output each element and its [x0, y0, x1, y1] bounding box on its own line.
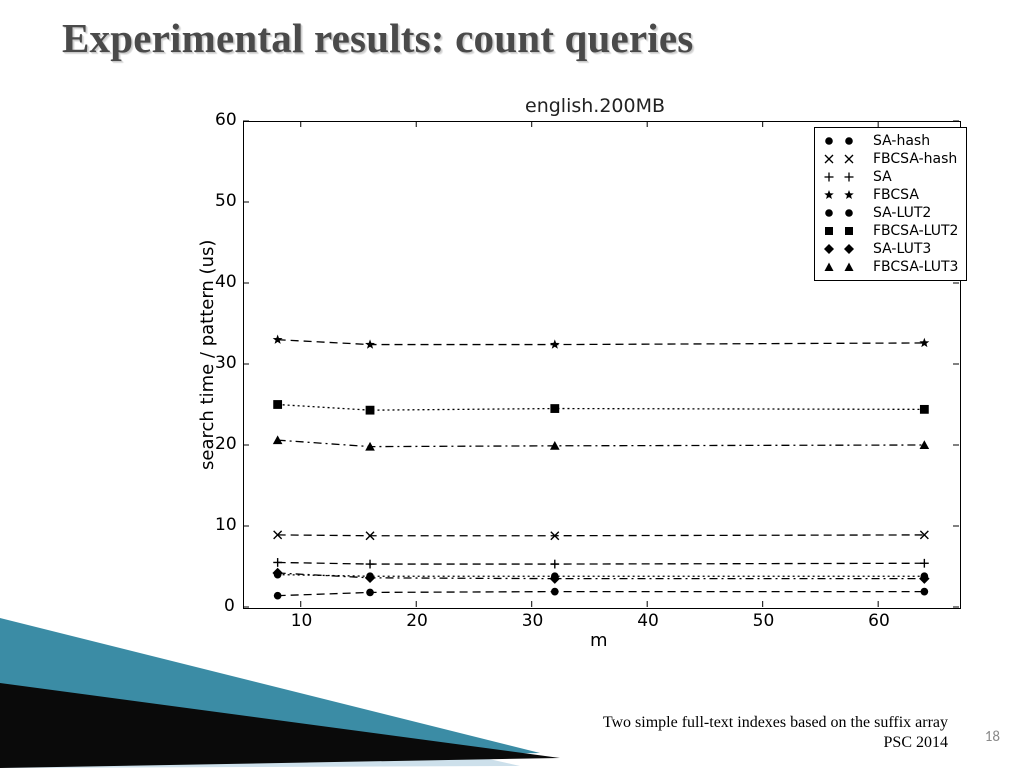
x-axis-label: m — [590, 630, 608, 651]
legend-swatch — [821, 206, 867, 220]
slide-title: Experimental results: count queries — [62, 14, 693, 62]
x-tick-label: 60 — [868, 611, 890, 631]
legend-label: SA-LUT2 — [873, 205, 931, 221]
legend-item: SA — [821, 168, 958, 186]
chart-title: english.200MB — [525, 95, 665, 117]
legend-label: FBCSA — [873, 187, 919, 203]
x-tick-label: 30 — [522, 611, 544, 631]
x-tick-label: 40 — [637, 611, 659, 631]
legend-swatch — [821, 260, 867, 274]
page-number: 18 — [985, 728, 1000, 746]
y-tick-label: 0 — [224, 596, 235, 616]
legend-label: SA-LUT3 — [873, 241, 931, 257]
y-tick-label: 30 — [215, 353, 237, 373]
legend-item: FBCSA-LUT2 — [821, 222, 958, 240]
footer-line-1: Two simple full-text indexes based on th… — [603, 714, 948, 732]
x-tick-label: 10 — [291, 611, 313, 631]
y-tick-label: 40 — [215, 272, 237, 292]
chart-legend: SA-hash FBCSA-hash SA FBCSA SA-LUT2 FBCSA-LUT… — [814, 127, 967, 281]
legend-swatch — [821, 242, 867, 256]
legend-item: SA-hash — [821, 132, 958, 150]
y-tick-label: 20 — [215, 434, 237, 454]
x-tick-label: 50 — [753, 611, 775, 631]
legend-label: FBCSA-LUT3 — [873, 259, 958, 275]
legend-item: FBCSA — [821, 186, 958, 204]
legend-swatch — [821, 134, 867, 148]
legend-label: SA — [873, 169, 892, 185]
x-tick-label: 20 — [406, 611, 428, 631]
legend-item: FBCSA-LUT3 — [821, 258, 958, 276]
legend-item: SA-LUT2 — [821, 204, 958, 222]
legend-label: FBCSA-hash — [873, 151, 957, 167]
legend-label: FBCSA-LUT2 — [873, 223, 958, 239]
legend-swatch — [821, 170, 867, 184]
footer-line-2: PSC 2014 — [884, 734, 948, 752]
y-tick-label: 50 — [215, 191, 237, 211]
y-tick-label: 10 — [215, 515, 237, 535]
legend-item: FBCSA-hash — [821, 150, 958, 168]
legend-swatch — [821, 224, 867, 238]
legend-item: SA-LUT3 — [821, 240, 958, 258]
legend-label: SA-hash — [873, 133, 930, 149]
y-tick-label: 60 — [215, 110, 237, 130]
legend-swatch — [821, 152, 867, 166]
legend-swatch — [821, 188, 867, 202]
